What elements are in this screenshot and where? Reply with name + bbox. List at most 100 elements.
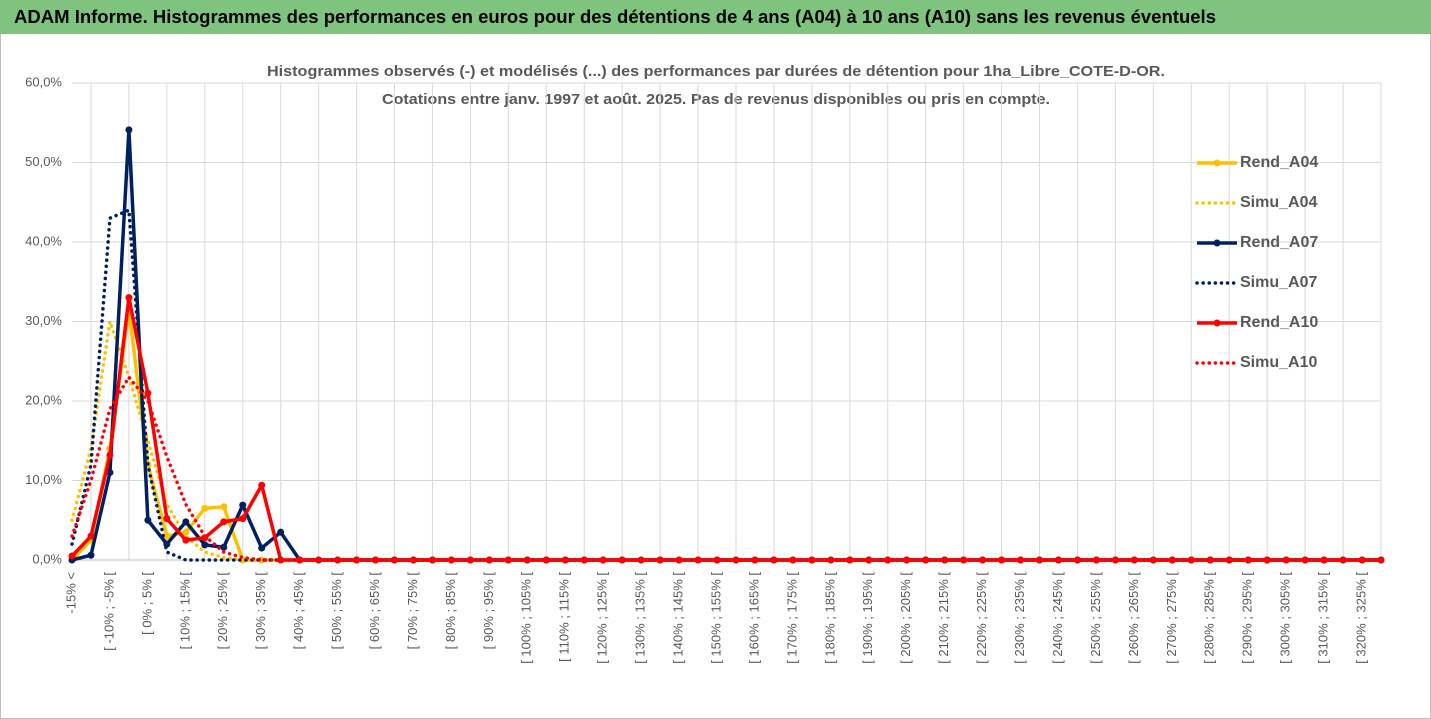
point xyxy=(258,481,266,489)
point xyxy=(428,556,436,564)
chart-subtitle: Cotations entre janv. 1997 et août. 2025… xyxy=(382,91,1050,108)
x-tick-label: [ 280% ; 285% [ xyxy=(1202,572,1217,664)
x-tick-label: [ 170% ; 175% [ xyxy=(784,572,799,664)
x-tick-label: [ 270% ; 275% [ xyxy=(1164,572,1179,664)
point xyxy=(144,516,152,524)
legend-marker xyxy=(1213,239,1221,247)
x-tick-label: [ 290% ; 295% [ xyxy=(1240,572,1255,664)
y-tick-label: 50,0% xyxy=(25,154,62,169)
legend-label: Rend_A04 xyxy=(1240,154,1318,171)
point xyxy=(1168,556,1176,564)
point xyxy=(1149,556,1157,564)
x-tick-label: -15% < xyxy=(63,572,78,614)
point xyxy=(1130,556,1138,564)
legend-label: Simu_A04 xyxy=(1240,194,1317,211)
point xyxy=(827,556,835,564)
point xyxy=(220,503,228,511)
point xyxy=(447,556,455,564)
legend-label: Rend_A07 xyxy=(1240,234,1318,251)
chart-subtitle: Histogrammes observés (-) et modélisés (… xyxy=(267,63,1165,80)
point xyxy=(68,552,76,560)
y-tick-label: 40,0% xyxy=(25,233,62,248)
x-tick-label: [ 120% ; 125% [ xyxy=(595,572,610,664)
y-tick-label: 20,0% xyxy=(25,392,62,407)
x-tick-label: [ 100% ; 105% [ xyxy=(519,572,534,664)
x-tick-label: [ 190% ; 195% [ xyxy=(860,572,875,664)
x-tick-label: [ 140% ; 145% [ xyxy=(671,572,686,664)
point xyxy=(1111,556,1119,564)
point xyxy=(239,501,247,509)
x-tick-label: [ 200% ; 205% [ xyxy=(898,572,913,664)
point xyxy=(87,532,95,540)
legend-marker xyxy=(1213,159,1221,167)
point xyxy=(466,556,474,564)
x-tick-label: [ 10% ; 15% [ xyxy=(177,572,192,650)
x-tick-label: [ 60% ; 65% [ xyxy=(367,572,382,650)
x-tick-label: [ 240% ; 245% [ xyxy=(1050,572,1065,664)
x-tick-label: [ 310% ; 315% [ xyxy=(1316,572,1331,664)
x-tick-label: [ 260% ; 265% [ xyxy=(1126,572,1141,664)
point xyxy=(808,556,816,564)
x-tick-label: [ 90% ; 95% [ xyxy=(481,572,496,650)
point xyxy=(125,126,133,134)
x-tick-label: [ 160% ; 165% [ xyxy=(746,572,761,664)
point xyxy=(618,556,626,564)
point xyxy=(182,518,190,526)
y-tick-label: 60,0% xyxy=(25,74,62,89)
x-tick-label: [ -10% ; -5% [ xyxy=(101,572,116,651)
point xyxy=(1320,556,1328,564)
x-tick-label: [ 110% ; 115% [ xyxy=(557,572,572,662)
x-tick-label: [ 250% ; 255% [ xyxy=(1088,572,1103,664)
x-tick-label: [ 80% ; 85% [ xyxy=(443,572,458,650)
point xyxy=(637,556,645,564)
y-tick-label: 30,0% xyxy=(25,313,62,328)
legend-label: Simu_A07 xyxy=(1240,274,1317,291)
point xyxy=(277,556,285,564)
x-tick-label: [ 150% ; 155% [ xyxy=(708,572,723,664)
series-line xyxy=(70,375,1383,562)
point xyxy=(770,556,778,564)
x-tick-label: [ 20% ; 25% [ xyxy=(215,572,230,650)
x-tick-label: [ 0% ; 5% [ xyxy=(139,572,154,635)
header-bar xyxy=(0,0,1431,34)
point xyxy=(941,556,949,564)
point xyxy=(182,536,190,544)
point xyxy=(87,551,95,559)
point xyxy=(1339,556,1347,564)
point xyxy=(1282,556,1290,564)
legend-marker xyxy=(1213,319,1221,327)
x-tick-label: [ 300% ; 305% [ xyxy=(1278,572,1293,664)
point xyxy=(220,543,228,551)
point xyxy=(599,556,607,564)
point xyxy=(979,556,987,564)
y-tick-label: 10,0% xyxy=(25,472,62,487)
x-tick-label: [ 230% ; 235% [ xyxy=(1012,572,1027,664)
chart-title: ADAM Informe. Histogrammes des performan… xyxy=(14,7,1216,27)
point xyxy=(789,556,797,564)
x-tick-label: [ 220% ; 225% [ xyxy=(974,572,989,664)
point xyxy=(106,451,114,459)
point xyxy=(125,294,133,302)
point xyxy=(201,504,209,512)
x-tick-label: [ 70% ; 75% [ xyxy=(405,572,420,650)
y-tick-label: 0,0% xyxy=(32,551,62,566)
x-tick-label: [ 40% ; 45% [ xyxy=(291,572,306,650)
legend-label: Rend_A10 xyxy=(1240,314,1318,331)
point xyxy=(106,469,114,477)
legend-label: Simu_A10 xyxy=(1240,354,1317,371)
point xyxy=(258,544,266,552)
x-tick-label: [ 30% ; 35% [ xyxy=(253,572,268,650)
point xyxy=(998,556,1006,564)
point xyxy=(163,515,171,523)
x-tick-label: [ 180% ; 185% [ xyxy=(822,572,837,664)
point xyxy=(1301,556,1309,564)
point xyxy=(201,541,209,549)
point xyxy=(220,518,228,526)
x-tick-label: [ 50% ; 55% [ xyxy=(329,572,344,650)
x-tick-label: [ 320% ; 325% [ xyxy=(1353,572,1368,664)
point xyxy=(144,389,152,397)
point xyxy=(296,556,304,564)
point xyxy=(960,556,968,564)
